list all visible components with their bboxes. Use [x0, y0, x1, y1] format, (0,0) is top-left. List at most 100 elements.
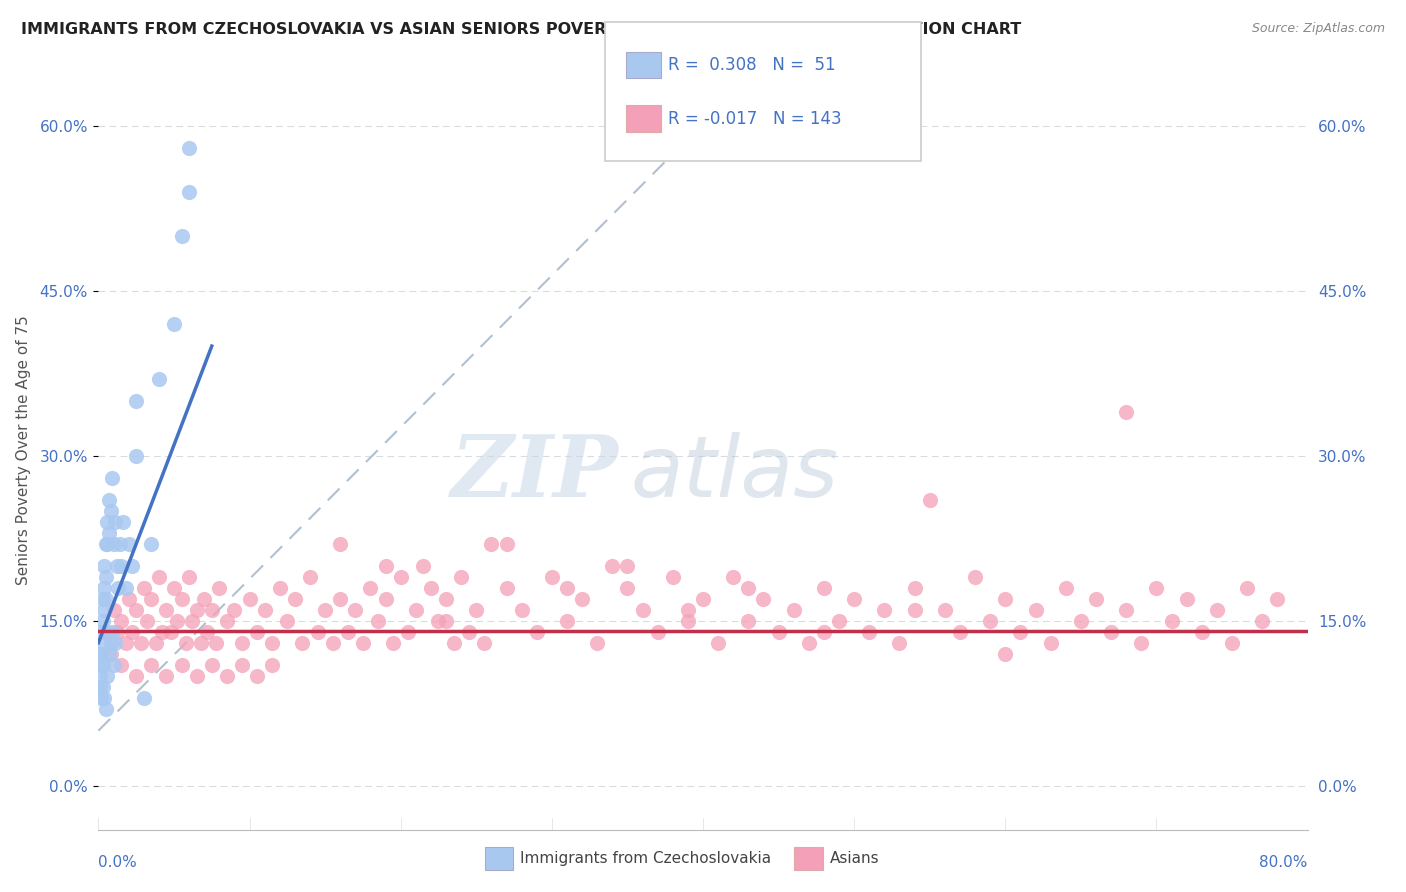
Point [114, 581, 136, 595]
Point [752, 591, 775, 606]
Point [186, 603, 208, 617]
Point [100, 647, 122, 661]
Point [374, 558, 396, 573]
Point [145, 636, 167, 650]
Point [979, 614, 1001, 628]
Point [239, 591, 262, 606]
Point [125, 394, 148, 409]
Point [481, 537, 503, 551]
Point [190, 636, 212, 650]
Point [215, 614, 238, 628]
Point [110, 614, 132, 628]
Point [89, 669, 111, 683]
Point [434, 591, 457, 606]
Point [246, 669, 269, 683]
Point [322, 636, 344, 650]
Point [186, 669, 208, 683]
Point [110, 657, 132, 672]
Point [170, 229, 193, 244]
Point [1039, 636, 1062, 650]
Point [994, 647, 1017, 661]
Point [89, 647, 111, 661]
Point [155, 603, 177, 617]
Point [93, 558, 115, 573]
Point [1220, 636, 1243, 650]
Point [90, 690, 112, 705]
Point [450, 570, 472, 584]
Point [299, 570, 322, 584]
Point [676, 614, 699, 628]
Text: 80.0%: 80.0% [1260, 855, 1308, 870]
Point [101, 471, 124, 485]
Point [510, 603, 533, 617]
Point [135, 614, 157, 628]
Point [93, 603, 115, 617]
Point [344, 603, 367, 617]
Point [465, 603, 488, 617]
Point [96, 515, 118, 529]
Point [98, 492, 121, 507]
Point [179, 186, 201, 200]
Point [91, 591, 114, 606]
Point [1267, 591, 1289, 606]
Point [723, 570, 745, 584]
Point [396, 624, 419, 639]
Point [994, 591, 1017, 606]
Point [174, 636, 197, 650]
Point [616, 581, 638, 595]
Point [1144, 581, 1167, 595]
Point [1070, 614, 1092, 628]
Point [181, 614, 204, 628]
Point [828, 614, 851, 628]
Point [1010, 624, 1032, 639]
Point [163, 581, 186, 595]
Point [231, 636, 253, 650]
Point [276, 614, 298, 628]
Point [269, 581, 291, 595]
Point [737, 614, 759, 628]
Point [661, 570, 683, 584]
Point [555, 581, 578, 595]
Point [141, 657, 163, 672]
Point [93, 581, 115, 595]
Point [90, 647, 112, 661]
Point [91, 657, 114, 672]
Point [91, 680, 114, 694]
Point [179, 570, 201, 584]
Text: ZIP: ZIP [450, 432, 619, 515]
Point [141, 591, 163, 606]
Point [457, 624, 479, 639]
Point [904, 581, 927, 595]
Point [94, 624, 117, 639]
Point [631, 603, 654, 617]
Point [195, 624, 218, 639]
Point [797, 636, 820, 650]
Point [163, 317, 186, 331]
Point [934, 603, 956, 617]
Point [420, 581, 443, 595]
Y-axis label: Seniors Poverty Over the Age of 75: Seniors Poverty Over the Age of 75 [17, 316, 31, 585]
Point [1251, 614, 1274, 628]
Point [193, 591, 215, 606]
Point [314, 603, 336, 617]
Point [352, 636, 374, 650]
Point [768, 624, 790, 639]
Point [412, 558, 434, 573]
Point [1024, 603, 1046, 617]
Point [125, 603, 148, 617]
Point [427, 614, 450, 628]
Point [1054, 581, 1077, 595]
Text: Source: ZipAtlas.com: Source: ZipAtlas.com [1251, 22, 1385, 36]
Point [374, 591, 396, 606]
Point [1085, 591, 1108, 606]
Point [495, 581, 517, 595]
Point [155, 669, 177, 683]
Point [118, 537, 141, 551]
Point [367, 614, 389, 628]
Point [434, 614, 457, 628]
Point [336, 624, 359, 639]
Point [246, 624, 269, 639]
Point [1099, 624, 1122, 639]
Point [262, 657, 284, 672]
Point [231, 657, 253, 672]
